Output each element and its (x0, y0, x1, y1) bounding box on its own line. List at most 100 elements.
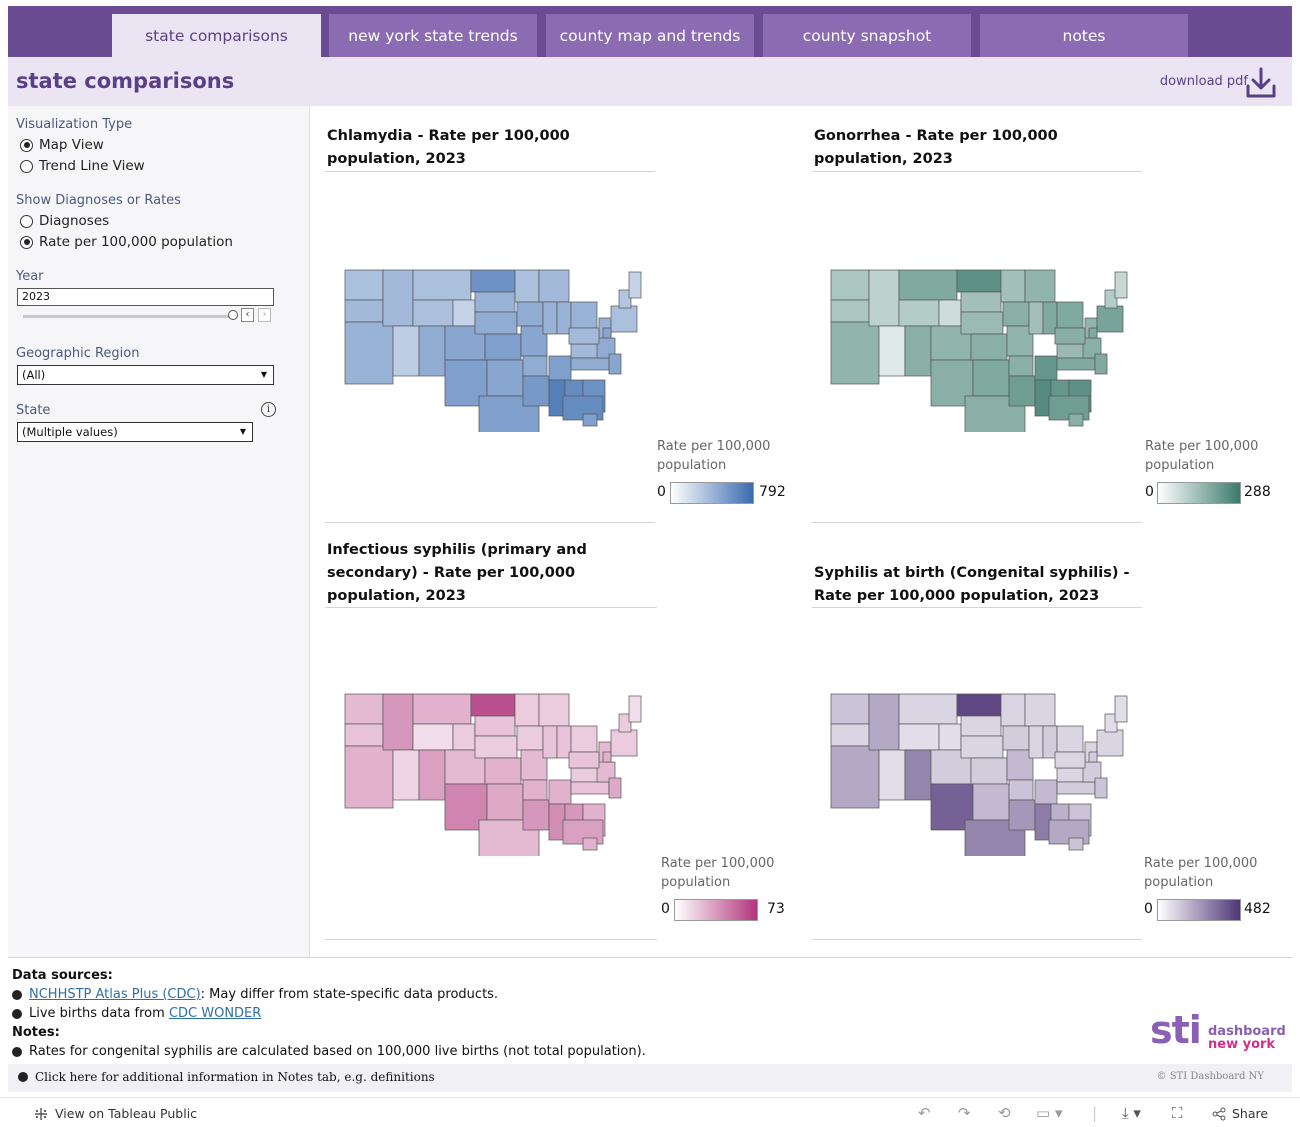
state-region[interactable] (382, 269, 414, 327)
state-region[interactable] (830, 321, 880, 385)
state-region[interactable] (1056, 725, 1084, 753)
state-region[interactable] (960, 291, 1002, 313)
state-region[interactable] (1002, 725, 1030, 751)
state-region[interactable] (412, 723, 454, 751)
state-region[interactable] (1096, 305, 1124, 333)
tab-state-comparisons[interactable]: state comparisons (112, 14, 321, 57)
state-region[interactable] (602, 751, 612, 763)
state-region[interactable] (1002, 301, 1030, 327)
state-region[interactable] (1034, 803, 1052, 841)
state-region[interactable] (960, 311, 1004, 335)
state-region[interactable] (1068, 837, 1084, 851)
state-region[interactable] (1114, 271, 1128, 299)
state-region[interactable] (618, 713, 632, 733)
undo-icon[interactable]: ↶ (918, 1104, 931, 1122)
tab-county-map-and-trends[interactable]: county map and trends (546, 14, 754, 57)
state-dropdown[interactable]: (Multiple values) ▼ (17, 422, 253, 442)
state-region[interactable] (898, 693, 958, 725)
state-region[interactable] (1028, 725, 1044, 759)
state-region[interactable] (608, 777, 622, 799)
state-region[interactable] (474, 311, 518, 335)
state-region[interactable] (1000, 693, 1026, 727)
state-region[interactable] (570, 357, 610, 371)
state-region[interactable] (904, 749, 932, 801)
state-region[interactable] (878, 325, 906, 377)
state-region[interactable] (542, 301, 558, 335)
state-region[interactable] (904, 325, 932, 377)
state-region[interactable] (1094, 353, 1108, 375)
tab-new-york-state-trends[interactable]: new york state trends (329, 14, 537, 57)
state-region[interactable] (452, 299, 476, 327)
state-region[interactable] (1056, 781, 1096, 795)
state-region[interactable] (392, 325, 420, 377)
state-region[interactable] (570, 301, 598, 329)
state-region[interactable] (548, 803, 566, 841)
state-region[interactable] (628, 695, 642, 723)
state-region[interactable] (344, 269, 384, 301)
state-region[interactable] (570, 725, 598, 753)
download-icon[interactable] (1244, 66, 1278, 100)
share-button[interactable]: Share (1212, 1106, 1268, 1121)
state-region[interactable] (522, 799, 550, 831)
state-region[interactable] (830, 269, 870, 301)
state-region[interactable] (618, 289, 632, 309)
state-region[interactable] (956, 269, 1002, 293)
state-region[interactable] (898, 723, 940, 751)
fullscreen-icon[interactable]: ⛶ (1172, 1104, 1183, 1122)
state-region[interactable] (830, 745, 880, 809)
state-region[interactable] (344, 321, 394, 385)
state-region[interactable] (484, 757, 522, 785)
view-on-tableau-public-button[interactable]: View on Tableau Public (34, 1106, 197, 1121)
state-region[interactable] (412, 269, 472, 301)
redo-icon[interactable]: ↷ (958, 1104, 971, 1122)
state-region[interactable] (1056, 357, 1096, 371)
state-region[interactable] (484, 333, 522, 361)
congenital-syphilis-us-map[interactable] (823, 686, 1128, 856)
state-region[interactable] (522, 355, 548, 377)
state-region[interactable] (582, 837, 598, 851)
state-region[interactable] (1096, 729, 1124, 757)
state-region[interactable] (1094, 777, 1108, 799)
state-region[interactable] (830, 693, 870, 725)
state-region[interactable] (1054, 751, 1086, 769)
state-region[interactable] (1024, 269, 1056, 303)
state-region[interactable] (538, 269, 570, 303)
state-region[interactable] (868, 693, 900, 751)
state-region[interactable] (610, 305, 638, 333)
state-region[interactable] (474, 735, 518, 759)
state-region[interactable] (412, 299, 454, 327)
state-region[interactable] (548, 355, 572, 381)
state-region[interactable] (474, 291, 516, 313)
state-region[interactable] (1114, 695, 1128, 723)
state-region[interactable] (522, 779, 548, 801)
state-region[interactable] (1068, 413, 1084, 427)
info-icon[interactable]: i (261, 402, 276, 417)
state-region[interactable] (418, 325, 446, 377)
atlas-plus-link[interactable]: NCHHSTP Atlas Plus (CDC) (29, 987, 201, 1002)
state-region[interactable] (878, 749, 906, 801)
state-region[interactable] (970, 757, 1008, 785)
radio-map-view[interactable]: Map View (20, 137, 104, 153)
state-region[interactable] (522, 375, 550, 407)
state-region[interactable] (470, 693, 516, 717)
state-region[interactable] (516, 301, 544, 327)
state-region[interactable] (608, 353, 622, 375)
syphilis-us-map[interactable] (337, 686, 642, 856)
gonorrhea-us-map[interactable] (823, 262, 1128, 432)
state-region[interactable] (1008, 799, 1036, 831)
state-region[interactable] (1034, 779, 1058, 805)
state-region[interactable] (1008, 375, 1036, 407)
state-region[interactable] (516, 725, 544, 751)
state-region[interactable] (602, 327, 612, 339)
download-pdf-link[interactable]: download pdf (1159, 74, 1248, 89)
state-region[interactable] (970, 333, 1008, 361)
state-region[interactable] (1104, 289, 1118, 309)
state-region[interactable] (392, 749, 420, 801)
state-region[interactable] (1088, 751, 1098, 763)
radio-rate[interactable]: Rate per 100,000 population (20, 234, 233, 250)
state-region[interactable] (972, 359, 1010, 397)
year-prev-button[interactable]: ‹ (241, 308, 254, 322)
state-region[interactable] (628, 271, 642, 299)
state-region[interactable] (956, 693, 1002, 717)
state-region[interactable] (1000, 269, 1026, 303)
